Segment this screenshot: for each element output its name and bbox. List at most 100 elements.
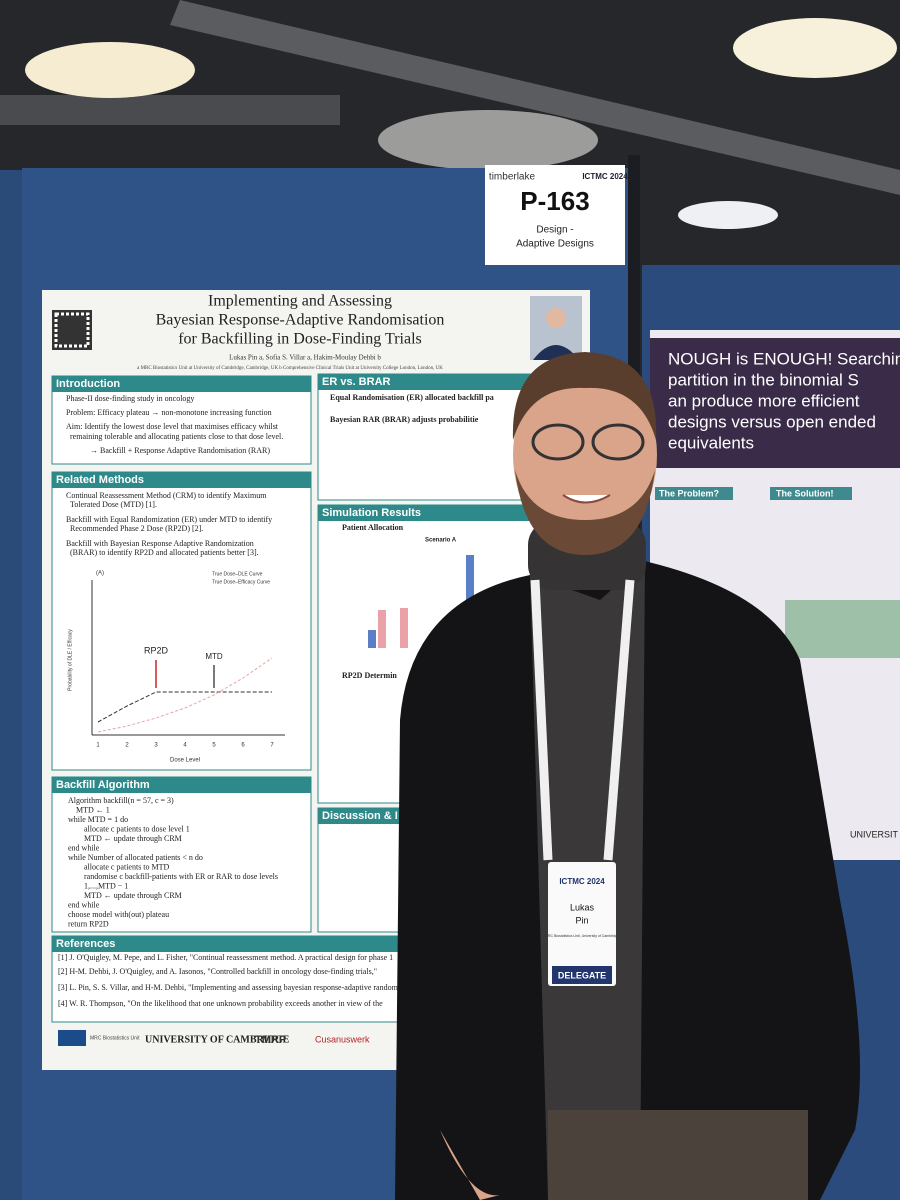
- section-title: Backfill Algorithm: [56, 779, 150, 791]
- badge-affiliation: MRC Biostatistics Unit, University of Ca…: [545, 934, 619, 938]
- bullet: (BRAR) to identify RP2D and allocated pa…: [70, 548, 259, 557]
- glasses: [531, 423, 585, 461]
- neighbour-heading: The Solution!: [776, 488, 834, 498]
- sign-code: P-163: [520, 186, 589, 216]
- badge-conference: ICTMC 2024: [559, 877, 605, 886]
- logo: Cusanuswerk: [315, 1034, 370, 1044]
- reference: [2] H-M. Dehbi, J. O'Quigley, and A. Ias…: [58, 967, 377, 976]
- bullet: Bayesian RAR (BRAR) adjusts probabilitie: [330, 415, 479, 424]
- logo: MRC Biostatistics Unit: [90, 1035, 140, 1041]
- beard: [515, 470, 655, 555]
- algorithm-line: choose model with(out) plateau: [68, 910, 169, 919]
- algorithm-line: return RP2D: [68, 919, 109, 928]
- neighbour-header: [655, 487, 733, 500]
- bullet: → Backfill + Response Adaptive Randomisa…: [90, 446, 270, 455]
- light: [733, 18, 897, 78]
- plot-title: Scenario A: [425, 538, 457, 544]
- section-title: References: [56, 938, 115, 950]
- neighbour-banner: [650, 338, 900, 468]
- neighbour-headline: NOUGH is ENOUGH! Searchin: [668, 349, 900, 368]
- logo: [58, 1030, 86, 1046]
- board: [0, 170, 22, 1200]
- neighbour-footer: UNIVERSIT BIRMINGH: [850, 829, 900, 839]
- algorithm-line: MTD ← update through CRM: [84, 891, 182, 900]
- mtd-label: MTD: [205, 652, 223, 661]
- algorithm-line: randomise c backfill-patients with ER or…: [84, 872, 278, 881]
- logo: UNIVERSITY OF CAMBRIDGE: [145, 1034, 290, 1045]
- section-header: [52, 472, 311, 488]
- x-tick-label: 3: [154, 743, 158, 749]
- section-box: [51, 776, 312, 933]
- qr-code: [54, 312, 90, 348]
- section-title: Introduction: [56, 378, 120, 390]
- poster-title: for Backfilling in Dose-Finding Trials: [178, 331, 422, 348]
- light: [25, 42, 195, 98]
- legend-entry: True Dose–DLE Curve: [212, 571, 263, 577]
- legend-entry: True Dose–Efficacy Curve: [212, 579, 270, 585]
- bullet: Backfill with Equal Randomization (ER) u…: [66, 515, 272, 524]
- neighbour-figure: [785, 600, 900, 658]
- x-tick-label: 7: [270, 743, 274, 749]
- x-tick-label: 4: [183, 743, 187, 749]
- section-header: [52, 777, 311, 793]
- reference: [4] W. R. Thompson, "On the likelihood t…: [58, 999, 383, 1008]
- bullet: Equal Randomisation (ER) allocated backf…: [330, 393, 494, 402]
- bar: [378, 610, 386, 648]
- badge-name: Lukas: [570, 902, 595, 912]
- neighbour-headline: partition in the binomial S: [668, 370, 859, 389]
- bullet: Backfill with Bayesian Response Adaptive…: [66, 539, 254, 548]
- light: [678, 201, 778, 229]
- sign-track: Adaptive Designs: [516, 239, 594, 250]
- person: [395, 352, 860, 1200]
- bullet: Aim: Identify the lowest dose level that…: [66, 422, 279, 431]
- trousers: [548, 1110, 808, 1200]
- section-header: [318, 505, 548, 521]
- section-title: Related Methods: [56, 474, 144, 486]
- neighbour-headline: an produce more efficient: [668, 391, 860, 410]
- section-box: [51, 471, 312, 771]
- x-axis-label: Dose Level: [170, 758, 200, 764]
- neighbour-heading: The Problem?: [659, 488, 719, 498]
- section-title: Simulation Results: [322, 507, 421, 519]
- algorithm-line: while MTD = 1 do: [68, 815, 128, 824]
- algorithm-line: allocate c patients to MTD: [84, 862, 170, 871]
- plot: [91, 580, 285, 736]
- lanyard: [530, 579, 635, 861]
- bullet: Phase-II dose-finding study in oncology: [66, 394, 194, 403]
- algorithm-line: MTD ← 1: [76, 805, 110, 814]
- neighbour-header: [770, 487, 852, 500]
- section-header: [318, 374, 548, 390]
- bullet: Continual Reassessment Method (CRM) to i…: [66, 491, 267, 500]
- face: [513, 360, 657, 550]
- section-header: [52, 376, 311, 392]
- section-title: Discussion & I: [322, 810, 398, 822]
- section-title: ER vs. BRAR: [322, 376, 391, 388]
- qr-code: [52, 310, 92, 350]
- glasses: [591, 423, 645, 461]
- y-axis-label: Probability of DLE / Efficacy: [67, 629, 73, 691]
- poster-affiliations: a MRC Biostatistics Unit at University o…: [137, 366, 443, 371]
- bar: [400, 608, 408, 648]
- poster-authors: Lukas Pin a, Sofia S. Villar a, Hakim-Mo…: [229, 354, 381, 362]
- hair: [512, 352, 657, 440]
- efficacy-curve: [97, 691, 272, 723]
- sign-conference: ICTMC 2024: [582, 172, 628, 181]
- algorithm-line: end while: [68, 900, 100, 909]
- rp2d-label: RP2D: [144, 645, 169, 655]
- section-header: [318, 808, 408, 824]
- vent: [378, 110, 598, 170]
- bullet: RP2D Determin: [342, 671, 397, 680]
- reference: [3] L. Pin, S. S. Villar, and H-M. Dehbi…: [58, 983, 403, 992]
- plot-panel: (A): [96, 571, 104, 577]
- section-box: [317, 807, 409, 933]
- badge-name: Pin: [575, 915, 588, 925]
- badge-strip: [552, 966, 612, 984]
- reference: [1] J. O'Quigley, M. Pepe, and L. Fisher…: [58, 953, 393, 962]
- sign: [485, 165, 625, 265]
- algorithm-line: Algorithm backfill(n = 57, c = 3): [68, 796, 174, 805]
- poster-title: Bayesian Response-Adaptive Randomisation: [156, 312, 445, 329]
- section-box: [317, 373, 549, 501]
- neighbour-headline: designs versus open ended: [668, 412, 876, 431]
- duct: [0, 95, 340, 125]
